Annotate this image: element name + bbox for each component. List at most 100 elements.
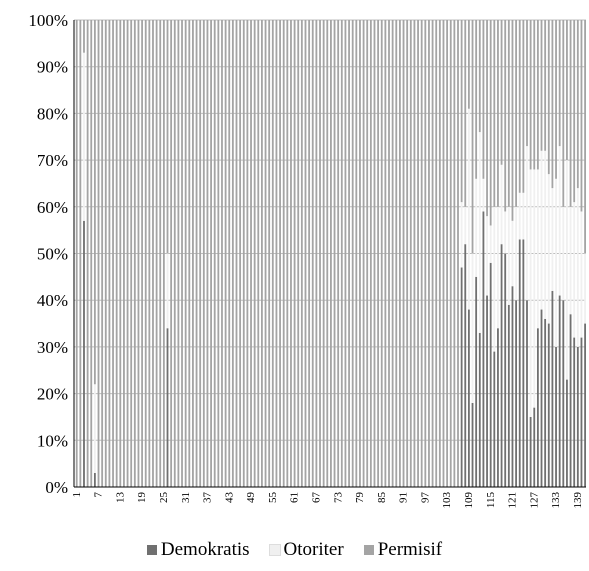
bar-otoriter bbox=[529, 169, 532, 417]
bar-demokratis bbox=[478, 332, 481, 487]
bar-otoriter bbox=[555, 178, 557, 347]
x-tick-label: 43 bbox=[223, 492, 235, 504]
bar-permisif bbox=[413, 20, 416, 487]
bar-permisif bbox=[137, 20, 140, 487]
bar-permisif bbox=[337, 20, 340, 487]
x-tick-label: 103 bbox=[441, 492, 453, 509]
bar-permisif bbox=[148, 20, 151, 487]
x-tick-label: 1 bbox=[71, 492, 83, 498]
bar-permisif bbox=[90, 20, 93, 487]
bar-permisif bbox=[126, 20, 129, 487]
bar-permisif bbox=[101, 20, 104, 487]
bar-demokratis bbox=[497, 328, 499, 487]
bar-otoriter bbox=[584, 253, 586, 324]
bar-permisif bbox=[355, 20, 358, 487]
bar-permisif bbox=[533, 20, 536, 170]
bar-demokratis bbox=[493, 351, 496, 487]
bar-demokratis bbox=[566, 379, 568, 487]
bar-otoriter bbox=[540, 150, 543, 310]
bar-otoriter bbox=[489, 225, 492, 263]
bar-permisif bbox=[228, 20, 231, 487]
bar-otoriter bbox=[467, 108, 470, 310]
x-tick-label: 109 bbox=[463, 492, 475, 509]
bar-permisif bbox=[486, 20, 488, 217]
bar-otoriter bbox=[464, 206, 467, 245]
bar-permisif bbox=[359, 20, 361, 487]
bar-permisif bbox=[250, 20, 252, 487]
bar-permisif bbox=[282, 20, 285, 487]
bar-permisif bbox=[119, 20, 122, 487]
bar-permisif bbox=[221, 20, 223, 487]
bar-demokratis bbox=[471, 402, 474, 487]
bar-permisif bbox=[271, 20, 274, 487]
bar-demokratis bbox=[551, 290, 554, 487]
bar-demokratis bbox=[486, 295, 488, 487]
bar-permisif bbox=[112, 20, 114, 487]
bar-otoriter bbox=[83, 52, 85, 221]
bar-permisif bbox=[264, 20, 267, 487]
bar-permisif bbox=[460, 20, 463, 203]
bar-permisif bbox=[489, 20, 492, 226]
bar-permisif bbox=[478, 20, 481, 133]
bar-permisif bbox=[431, 20, 434, 487]
bar-permisif bbox=[391, 20, 394, 487]
bar-otoriter bbox=[504, 211, 507, 254]
bar-permisif bbox=[311, 20, 314, 487]
x-tick-label: 7 bbox=[93, 492, 105, 498]
bar-permisif bbox=[493, 20, 496, 207]
y-tick-label: 40% bbox=[37, 291, 68, 310]
bar-otoriter bbox=[569, 206, 572, 315]
bar-otoriter bbox=[500, 164, 503, 245]
bar-demokratis bbox=[93, 472, 96, 487]
bar-demokratis bbox=[558, 295, 561, 487]
bar-permisif bbox=[573, 20, 576, 203]
x-tick-label: 115 bbox=[485, 492, 497, 509]
bar-demokratis bbox=[562, 300, 565, 487]
bar-permisif bbox=[123, 20, 125, 487]
bar-otoriter bbox=[576, 188, 579, 347]
bar-permisif bbox=[290, 20, 292, 487]
bar-otoriter bbox=[562, 206, 565, 301]
bar-demokratis bbox=[511, 286, 514, 487]
bar-permisif bbox=[239, 20, 242, 487]
bar-permisif bbox=[297, 20, 300, 487]
bar-permisif bbox=[210, 20, 212, 487]
bar-permisif bbox=[192, 20, 194, 487]
bar-permisif bbox=[544, 20, 547, 151]
bar-permisif bbox=[304, 20, 307, 487]
legend-swatch-demokratis bbox=[146, 545, 157, 555]
bar-demokratis bbox=[536, 328, 539, 487]
bar-permisif bbox=[428, 20, 430, 487]
bars bbox=[75, 20, 586, 487]
bar-demokratis bbox=[544, 318, 547, 487]
bar-permisif bbox=[566, 20, 568, 161]
bar-permisif bbox=[569, 20, 572, 207]
bar-permisif bbox=[231, 20, 234, 487]
bar-permisif bbox=[536, 20, 539, 170]
bar-otoriter bbox=[544, 150, 547, 319]
bar-permisif bbox=[504, 20, 507, 212]
bar-permisif bbox=[173, 20, 176, 487]
bar-demokratis bbox=[504, 253, 507, 487]
bar-permisif bbox=[500, 20, 503, 165]
bar-otoriter bbox=[493, 206, 496, 352]
bar-demokratis bbox=[533, 407, 536, 487]
bar-permisif bbox=[467, 20, 470, 109]
bar-permisif bbox=[435, 20, 438, 487]
bar-permisif bbox=[555, 20, 557, 179]
bar-permisif bbox=[108, 20, 111, 487]
bar-otoriter bbox=[471, 253, 474, 403]
bar-permisif bbox=[417, 20, 419, 487]
x-tick-label: 85 bbox=[376, 492, 388, 504]
bar-permisif bbox=[388, 20, 390, 487]
bar-permisif bbox=[130, 20, 133, 487]
axes bbox=[73, 20, 586, 488]
y-tick-labels: 0% 10% 20% 30% 40% 50% 60% 70% 80% 90% 100% bbox=[28, 11, 68, 497]
bar-permisif bbox=[184, 20, 187, 487]
bar-permisif bbox=[322, 20, 325, 487]
bar-demokratis bbox=[522, 239, 525, 487]
bar-permisif bbox=[93, 20, 96, 385]
bar-permisif bbox=[79, 20, 82, 487]
bar-permisif bbox=[351, 20, 354, 487]
bar-permisif bbox=[518, 20, 521, 193]
